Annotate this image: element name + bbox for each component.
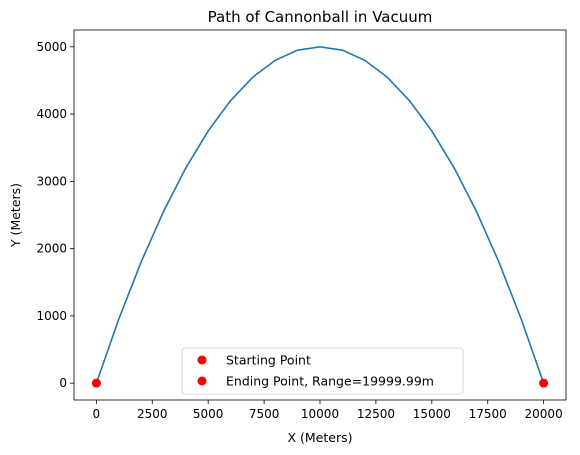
y-tick-label: 5000 <box>36 40 67 54</box>
x-axis-ticks: 0 2500 5000 7500 10000 12500 15000 17500 20000 <box>93 400 563 421</box>
y-tick-label: 3000 <box>36 174 67 188</box>
x-tick-label: 17500 <box>469 407 507 421</box>
x-tick-label: 5000 <box>193 407 224 421</box>
x-axis-label: X (Meters) <box>287 430 352 445</box>
x-tick-label: 20000 <box>525 407 563 421</box>
legend-box <box>181 347 464 395</box>
y-tick-label: 2000 <box>36 242 67 256</box>
ending-point-marker <box>539 378 549 388</box>
x-tick-label: 12500 <box>357 407 395 421</box>
x-tick-label: 0 <box>93 407 101 421</box>
starting-point-marker <box>91 378 101 388</box>
y-axis-label: Y (Meters) <box>8 183 23 248</box>
x-tick-label: 15000 <box>413 407 451 421</box>
legend-marker <box>197 376 207 386</box>
y-tick-label: 0 <box>59 376 67 390</box>
legend-marker <box>197 355 207 365</box>
legend-entry: Ending Point, Range=19999.99m <box>226 374 434 389</box>
trajectory-line <box>95 46 545 384</box>
y-axis-ticks: 0 1000 2000 3000 4000 5000 <box>36 40 74 390</box>
x-tick-label: 10000 <box>301 407 339 421</box>
y-tick-label: 1000 <box>36 309 67 323</box>
point-markers <box>91 378 549 388</box>
x-tick-label: 7500 <box>249 407 280 421</box>
y-tick-label: 4000 <box>36 107 67 121</box>
legend-entry: Starting Point <box>226 353 311 368</box>
plot-area <box>73 29 567 401</box>
chart-title: Path of Cannonball in Vacuum <box>208 8 433 26</box>
x-tick-label: 2500 <box>137 407 168 421</box>
legend: Starting Point Ending Point, Range=19999.… <box>181 347 464 395</box>
